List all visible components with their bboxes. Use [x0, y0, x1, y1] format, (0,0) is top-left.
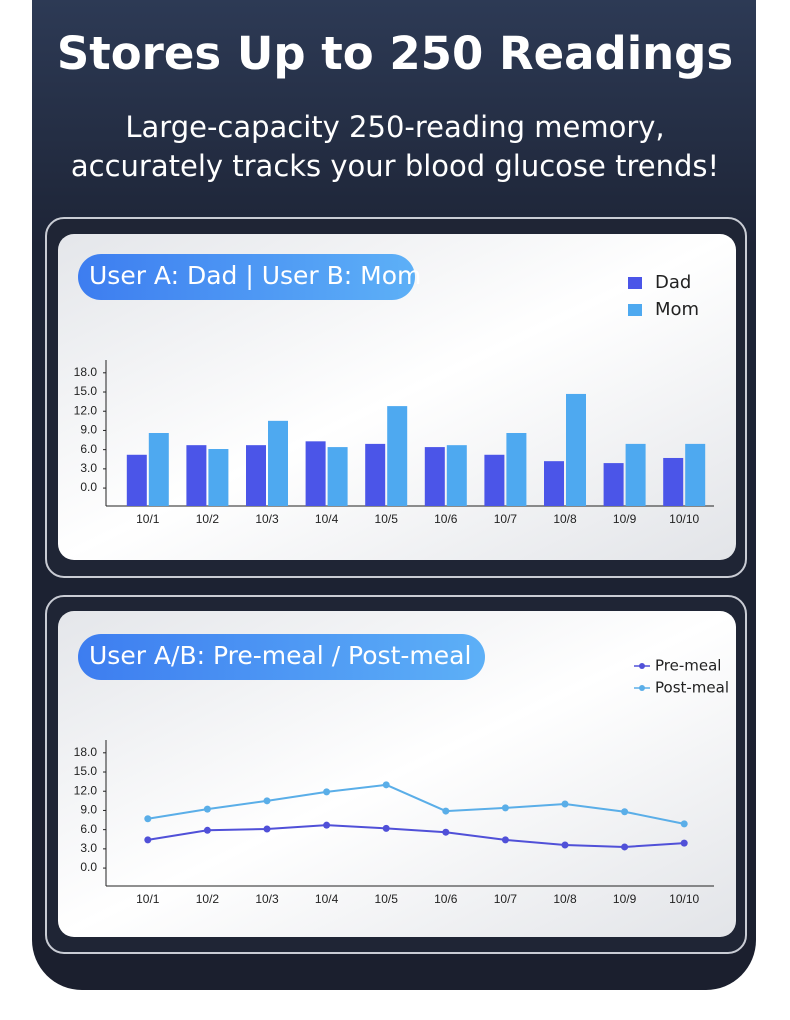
point — [680, 820, 688, 828]
y-tick-label: 9.0 — [80, 803, 97, 817]
bar — [544, 461, 564, 506]
x-tick-label: 10/6 — [434, 892, 458, 906]
bar — [327, 447, 348, 506]
x-tick-label: 10/3 — [255, 512, 279, 526]
point — [561, 841, 569, 849]
bar — [208, 449, 229, 506]
y-tick-label: 12.0 — [74, 783, 98, 797]
point — [144, 815, 152, 823]
y-tick-label: 3.0 — [80, 461, 97, 475]
point — [382, 781, 390, 789]
bar — [446, 445, 467, 506]
point — [621, 843, 629, 851]
point — [203, 826, 211, 834]
legend-swatch — [628, 277, 642, 289]
point — [680, 839, 688, 847]
bar — [484, 454, 505, 506]
point — [203, 805, 211, 813]
y-tick-label: 3.0 — [80, 841, 97, 855]
y-tick-label: 18.0 — [74, 365, 98, 379]
x-tick-label: 10/7 — [494, 512, 518, 526]
legend-label: Pre-meal — [655, 657, 721, 675]
point — [382, 824, 390, 832]
line — [147, 783, 685, 825]
legend-label: Post-meal — [655, 679, 729, 697]
x-tick-label: 10/1 — [136, 512, 160, 526]
chart-title: User A: Dad | User B: Mom — [89, 261, 421, 290]
point — [323, 788, 331, 796]
point — [263, 797, 271, 805]
x-tick-label: 10/5 — [375, 512, 399, 526]
bar — [424, 447, 445, 506]
point — [621, 808, 629, 816]
line — [147, 824, 685, 848]
point — [263, 825, 271, 833]
bar — [685, 443, 706, 506]
point — [561, 800, 569, 808]
y-tick-label: 6.0 — [80, 442, 97, 456]
bar — [126, 454, 147, 506]
y-tick-label: 15.0 — [74, 384, 98, 398]
legend-swatch — [628, 304, 642, 316]
point — [501, 836, 509, 844]
bar — [603, 463, 624, 506]
x-tick-label: 10/8 — [553, 512, 577, 526]
y-tick-label: 18.0 — [74, 745, 98, 759]
y-tick-label: 9.0 — [80, 423, 97, 437]
x-tick-label: 10/8 — [553, 892, 577, 906]
y-tick-label: 12.0 — [74, 403, 98, 417]
bar — [268, 420, 288, 506]
bar — [305, 441, 326, 506]
x-tick-label: 10/3 — [255, 892, 279, 906]
point — [144, 836, 152, 844]
x-tick-label: 10/4 — [315, 892, 339, 906]
bar — [365, 443, 386, 506]
page-title: Stores Up to 250 Readings — [57, 27, 733, 80]
point — [442, 807, 450, 815]
x-tick-label: 10/5 — [375, 892, 399, 906]
title-pill — [78, 254, 415, 300]
subtitle: accurately tracks your blood glucose tre… — [71, 149, 719, 183]
y-tick-label: 0.0 — [80, 860, 97, 874]
point — [501, 804, 509, 812]
bar — [186, 445, 207, 506]
legend-label: Mom — [655, 299, 699, 320]
x-tick-label: 10/9 — [613, 892, 637, 906]
chart-title: User A/B: Pre-meal / Post-meal — [89, 641, 471, 670]
legend-swatch — [639, 663, 645, 669]
bar — [566, 393, 586, 506]
point — [323, 821, 331, 829]
bar — [625, 443, 646, 506]
x-tick-label: 10/7 — [494, 892, 518, 906]
legend-swatch — [639, 685, 645, 691]
y-tick-label: 15.0 — [74, 764, 98, 778]
bar — [663, 457, 684, 506]
bar — [506, 433, 527, 506]
legend-label: Dad — [655, 272, 691, 293]
x-tick-label: 10/9 — [613, 512, 637, 526]
x-tick-label: 10/4 — [315, 512, 339, 526]
bar — [148, 433, 169, 506]
y-tick-label: 6.0 — [80, 822, 97, 836]
bar — [246, 445, 266, 506]
x-tick-label: 10/6 — [434, 512, 458, 526]
title-pill — [78, 634, 485, 680]
x-tick-label: 10/2 — [196, 512, 220, 526]
y-tick-label: 0.0 — [80, 480, 97, 494]
x-tick-label: 10/10 — [669, 892, 699, 906]
point — [442, 828, 450, 836]
x-tick-label: 10/2 — [196, 892, 220, 906]
panel — [58, 611, 736, 937]
bar — [387, 406, 408, 506]
x-tick-label: 10/1 — [136, 892, 160, 906]
subtitle: Large-capacity 250-reading memory, — [125, 110, 664, 144]
x-tick-label: 10/10 — [669, 512, 699, 526]
